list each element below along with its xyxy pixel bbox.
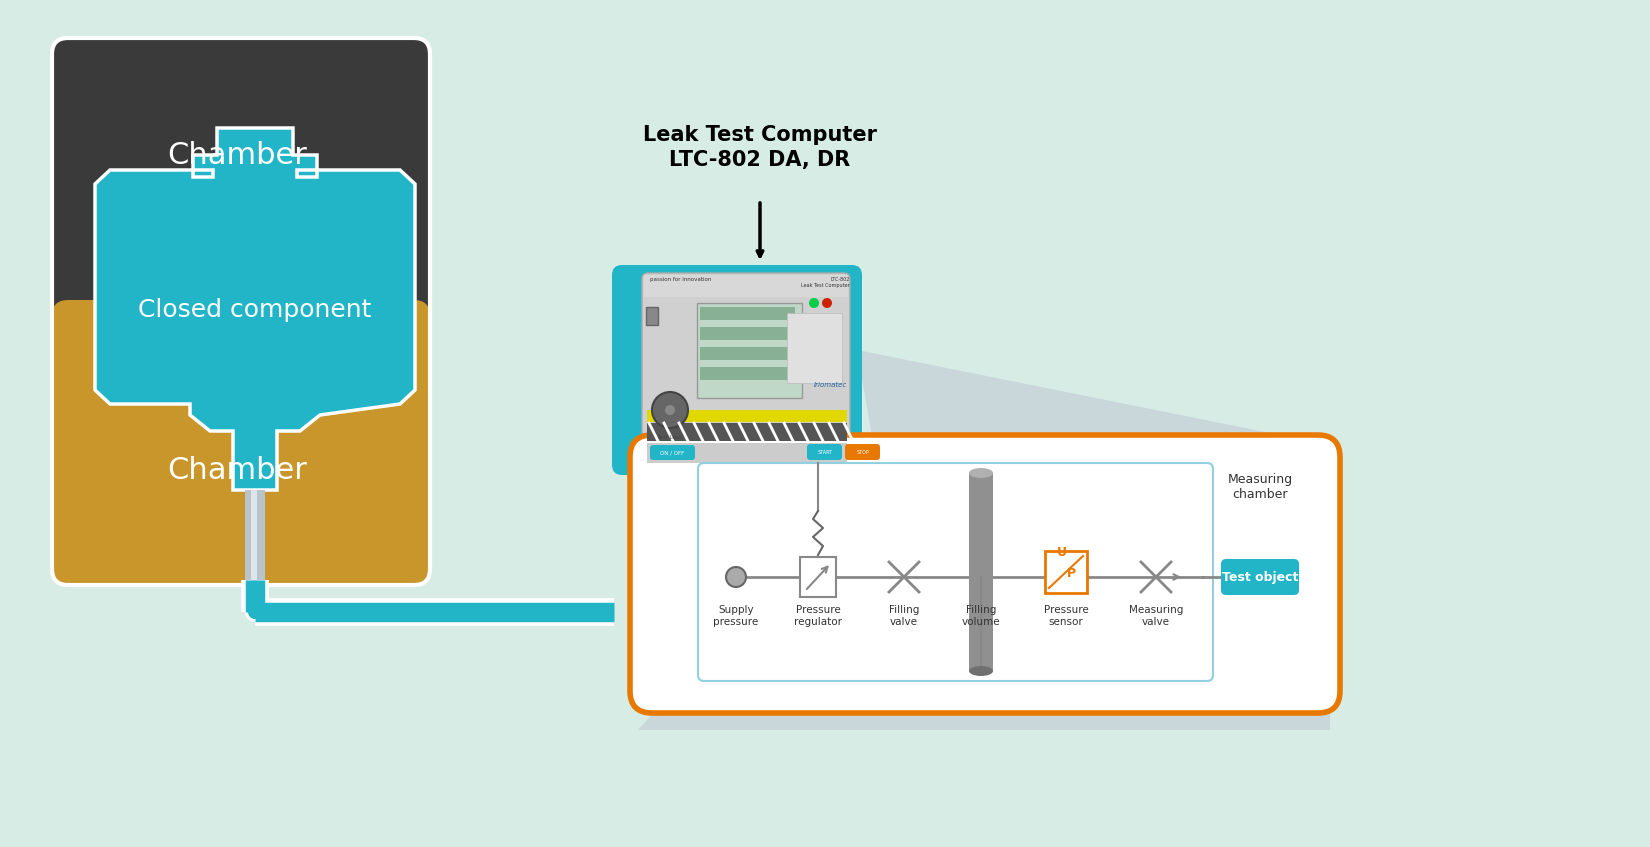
FancyBboxPatch shape: [698, 463, 1213, 681]
FancyBboxPatch shape: [612, 265, 861, 475]
Text: STOP: STOP: [856, 450, 870, 455]
Bar: [787, 313, 842, 383]
Text: Chamber: Chamber: [167, 456, 307, 484]
Circle shape: [726, 567, 746, 587]
Bar: [644, 275, 848, 297]
FancyBboxPatch shape: [53, 300, 431, 585]
Bar: [700, 347, 795, 360]
Bar: [244, 490, 266, 585]
Text: Measuring
chamber: Measuring chamber: [1228, 473, 1292, 501]
Text: Test Leak: Test Leak: [657, 435, 683, 440]
Text: Chamber: Chamber: [167, 141, 307, 169]
Bar: [969, 473, 993, 671]
Bar: [700, 367, 795, 380]
Ellipse shape: [969, 468, 993, 478]
Text: P: P: [1068, 567, 1076, 580]
FancyBboxPatch shape: [845, 444, 879, 460]
Bar: [53, 290, 431, 320]
Text: ON / OFF: ON / OFF: [660, 451, 685, 456]
Bar: [53, 305, 431, 325]
Bar: [612, 275, 642, 465]
Bar: [800, 557, 837, 597]
Bar: [251, 490, 257, 585]
Text: Measuring
valve: Measuring valve: [1129, 605, 1183, 627]
Polygon shape: [96, 128, 416, 490]
Ellipse shape: [969, 666, 993, 676]
Circle shape: [248, 605, 262, 619]
Text: Filling
valve: Filling valve: [889, 605, 919, 627]
Bar: [647, 443, 846, 463]
Text: Supply
pressure: Supply pressure: [713, 605, 759, 627]
Text: Iriomatec: Iriomatec: [813, 382, 846, 388]
Bar: [647, 423, 846, 441]
Text: Pressure
sensor: Pressure sensor: [1043, 605, 1089, 627]
Text: U: U: [1058, 546, 1068, 559]
Circle shape: [244, 602, 266, 622]
Text: Filling
volume: Filling volume: [962, 605, 1000, 627]
FancyBboxPatch shape: [807, 444, 842, 460]
Text: Pressure
regulator: Pressure regulator: [794, 605, 842, 627]
Text: Test object: Test object: [1221, 571, 1299, 584]
Polygon shape: [639, 350, 1330, 730]
FancyBboxPatch shape: [642, 273, 850, 467]
Text: Closed component: Closed component: [139, 298, 371, 322]
FancyBboxPatch shape: [53, 38, 431, 316]
Bar: [647, 410, 846, 422]
Bar: [1044, 551, 1087, 593]
Bar: [647, 307, 658, 325]
Circle shape: [652, 392, 688, 428]
Circle shape: [665, 405, 675, 415]
Text: START: START: [817, 450, 833, 455]
FancyBboxPatch shape: [1221, 559, 1299, 595]
Text: passion for innovation: passion for innovation: [650, 276, 711, 281]
Text: LTC-802
Leak Test Computer: LTC-802 Leak Test Computer: [802, 277, 850, 288]
Bar: [696, 303, 802, 398]
Bar: [700, 327, 795, 340]
Circle shape: [822, 298, 832, 308]
FancyBboxPatch shape: [650, 445, 695, 460]
Circle shape: [808, 298, 818, 308]
Bar: [700, 307, 795, 320]
FancyBboxPatch shape: [630, 435, 1340, 713]
Text: LTC-802 DA, DR: LTC-802 DA, DR: [670, 150, 851, 170]
Text: Leak Test Computer: Leak Test Computer: [644, 125, 878, 145]
